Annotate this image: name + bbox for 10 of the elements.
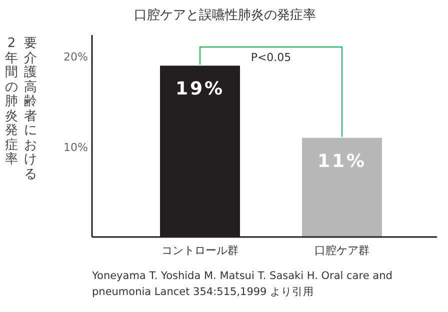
annotation: P<0.05 — [250, 51, 292, 64]
tick-label: 10% — [64, 140, 88, 154]
data-label: 19% — [175, 78, 225, 100]
data-label: 11% — [317, 150, 367, 172]
category-label: 口腔ケア群 — [314, 244, 370, 257]
ylabel: 要介護高齢者における2年間の肺炎発症率 — [4, 37, 38, 183]
category-label: コントロール群 — [162, 244, 238, 257]
title: 口腔ケアと誤嚥性肺炎の発症率 — [134, 8, 316, 23]
annotation: Yoneyama T. Yoshida M. Matsui T. Sasaki H. Oral care and pneumonia Lancet 354:515,1999 より引用 — [92, 269, 394, 300]
tick-label: 20% — [64, 50, 88, 64]
